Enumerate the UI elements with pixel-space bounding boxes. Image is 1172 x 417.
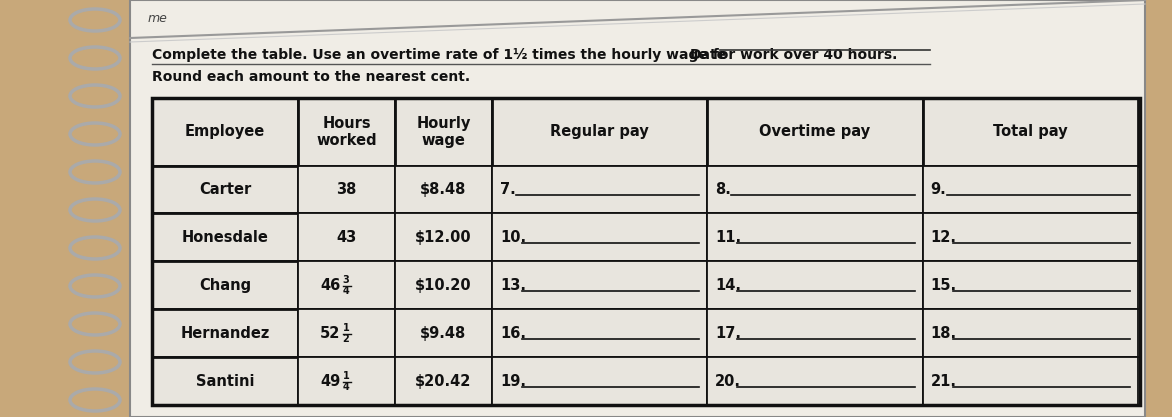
Bar bbox=[298, 261, 395, 309]
Text: 21.: 21. bbox=[931, 374, 956, 389]
Text: Round each amount to the nearest cent.: Round each amount to the nearest cent. bbox=[152, 70, 470, 84]
Bar bbox=[395, 166, 492, 214]
Text: Employee: Employee bbox=[185, 124, 265, 139]
Bar bbox=[298, 309, 395, 357]
Text: 18.: 18. bbox=[931, 326, 956, 341]
Bar bbox=[922, 357, 1138, 405]
Text: 4: 4 bbox=[342, 382, 349, 392]
Bar bbox=[298, 214, 395, 261]
Bar bbox=[298, 357, 395, 405]
Text: $9.48: $9.48 bbox=[421, 326, 466, 341]
Text: Honesdale: Honesdale bbox=[182, 230, 268, 245]
Text: 11.: 11. bbox=[715, 230, 742, 245]
Text: 49: 49 bbox=[320, 374, 341, 389]
Bar bbox=[707, 214, 922, 261]
Text: Complete the table. Use an overtime rate of 1½ times the hourly wage for work ov: Complete the table. Use an overtime rate… bbox=[152, 48, 898, 62]
Bar bbox=[130, 0, 1145, 417]
Text: 13.: 13. bbox=[500, 278, 526, 293]
Text: 2: 2 bbox=[342, 334, 349, 344]
Bar bbox=[922, 214, 1138, 261]
Text: $12.00: $12.00 bbox=[415, 230, 472, 245]
Text: $8.48: $8.48 bbox=[421, 182, 466, 197]
Bar bbox=[395, 98, 492, 166]
Text: 17.: 17. bbox=[715, 326, 741, 341]
Bar bbox=[298, 166, 395, 214]
Bar bbox=[922, 261, 1138, 309]
Bar bbox=[707, 98, 922, 166]
Text: Overtime pay: Overtime pay bbox=[759, 124, 871, 139]
Text: 15.: 15. bbox=[931, 278, 956, 293]
Text: 12.: 12. bbox=[931, 230, 956, 245]
Bar bbox=[492, 309, 707, 357]
Text: Hours
worked: Hours worked bbox=[316, 116, 377, 148]
Text: 10.: 10. bbox=[500, 230, 526, 245]
Bar bbox=[395, 261, 492, 309]
Text: me: me bbox=[148, 12, 168, 25]
Text: 19.: 19. bbox=[500, 374, 526, 389]
Text: Regular pay: Regular pay bbox=[550, 124, 649, 139]
Text: 20.: 20. bbox=[715, 374, 741, 389]
Text: Carter: Carter bbox=[199, 182, 251, 197]
Bar bbox=[152, 357, 298, 405]
Text: 4: 4 bbox=[342, 286, 349, 296]
Text: 14.: 14. bbox=[715, 278, 741, 293]
Text: 3: 3 bbox=[342, 275, 349, 285]
Text: 46: 46 bbox=[320, 278, 341, 293]
Bar bbox=[152, 98, 298, 166]
Bar bbox=[152, 309, 298, 357]
Text: $20.42: $20.42 bbox=[415, 374, 471, 389]
Bar bbox=[492, 98, 707, 166]
Bar bbox=[922, 166, 1138, 214]
Text: Date: Date bbox=[690, 48, 727, 62]
Text: 38: 38 bbox=[336, 182, 356, 197]
Bar bbox=[707, 166, 922, 214]
Bar bbox=[707, 357, 922, 405]
Text: 9.: 9. bbox=[931, 182, 947, 197]
Bar bbox=[922, 98, 1138, 166]
Text: Hernandez: Hernandez bbox=[180, 326, 270, 341]
Text: 8.: 8. bbox=[715, 182, 731, 197]
Bar bbox=[395, 214, 492, 261]
Text: 52: 52 bbox=[320, 326, 341, 341]
Bar bbox=[152, 214, 298, 261]
Text: $10.20: $10.20 bbox=[415, 278, 472, 293]
Bar bbox=[707, 261, 922, 309]
Text: Total pay: Total pay bbox=[993, 124, 1068, 139]
Bar bbox=[492, 357, 707, 405]
Text: 7.: 7. bbox=[500, 182, 516, 197]
Text: Santini: Santini bbox=[196, 374, 254, 389]
Bar bbox=[492, 261, 707, 309]
Text: 43: 43 bbox=[336, 230, 356, 245]
Bar bbox=[492, 166, 707, 214]
Bar bbox=[152, 261, 298, 309]
Text: Chang: Chang bbox=[199, 278, 251, 293]
Bar bbox=[298, 98, 395, 166]
Bar bbox=[922, 309, 1138, 357]
Bar bbox=[152, 166, 298, 214]
Bar bbox=[395, 357, 492, 405]
Bar bbox=[492, 214, 707, 261]
Bar bbox=[395, 309, 492, 357]
Bar bbox=[707, 309, 922, 357]
Text: 1: 1 bbox=[342, 371, 349, 381]
Text: Hourly
wage: Hourly wage bbox=[416, 116, 471, 148]
Bar bbox=[152, 98, 1140, 405]
Text: 16.: 16. bbox=[500, 326, 526, 341]
Text: 1: 1 bbox=[342, 323, 349, 333]
